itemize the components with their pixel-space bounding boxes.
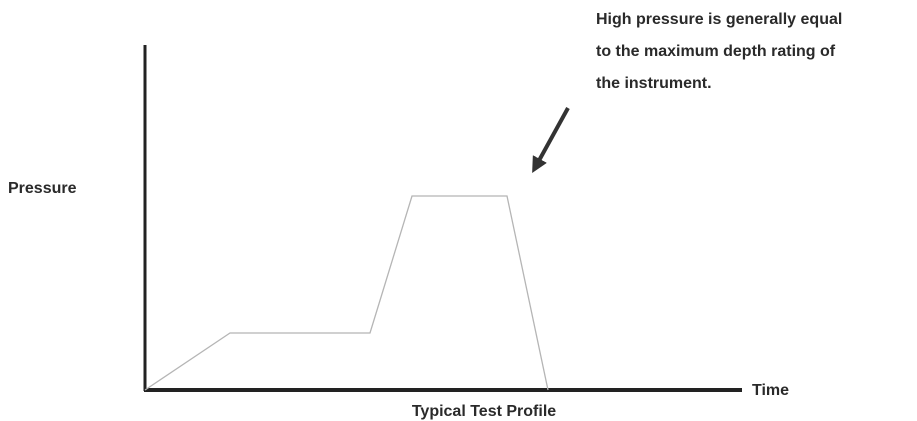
arrow	[532, 107, 570, 174]
y-axis-label: Pressure	[8, 180, 77, 197]
profile-line	[144, 195, 549, 391]
annotation-line: the instrument.	[596, 75, 712, 92]
x-axis-label: Time	[752, 382, 789, 399]
diagram-title: Typical Test Profile	[412, 403, 556, 420]
annotation-line: High pressure is generally equal	[596, 11, 842, 28]
annotation-line: to the maximum depth rating of	[596, 43, 836, 60]
